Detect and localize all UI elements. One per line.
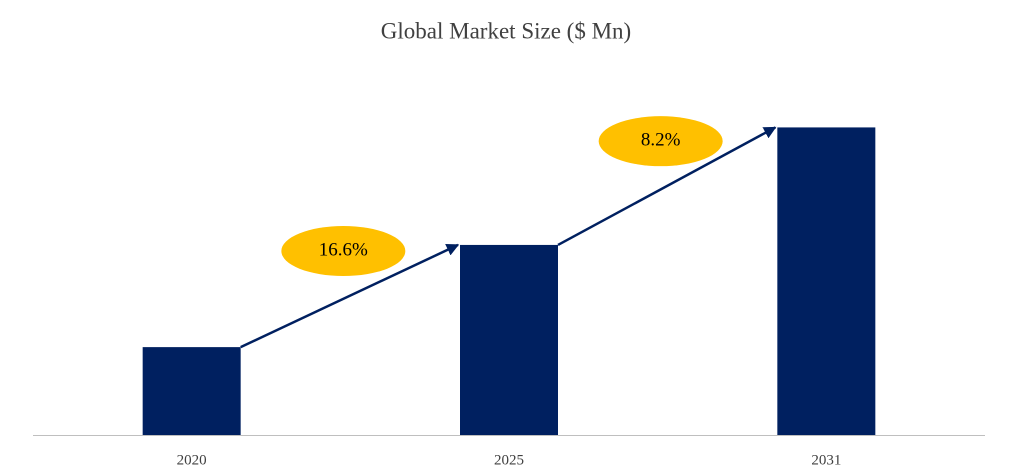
bar [460, 244, 558, 435]
growth-badge [598, 116, 723, 167]
growth-arrow [240, 243, 460, 349]
growth-arrow [557, 126, 777, 247]
x-tick-label: 2020 [177, 452, 207, 468]
x-tick-label: 2025 [494, 452, 524, 468]
bar [777, 127, 876, 436]
bar [142, 347, 241, 435]
growth-badge [281, 226, 406, 277]
x-tick-label: 2031 [811, 452, 841, 468]
chart-title: Global Market Size ($ Mn) [381, 18, 631, 43]
growth-label: 8.2% [641, 130, 681, 151]
growth-label: 16.6% [319, 239, 368, 260]
